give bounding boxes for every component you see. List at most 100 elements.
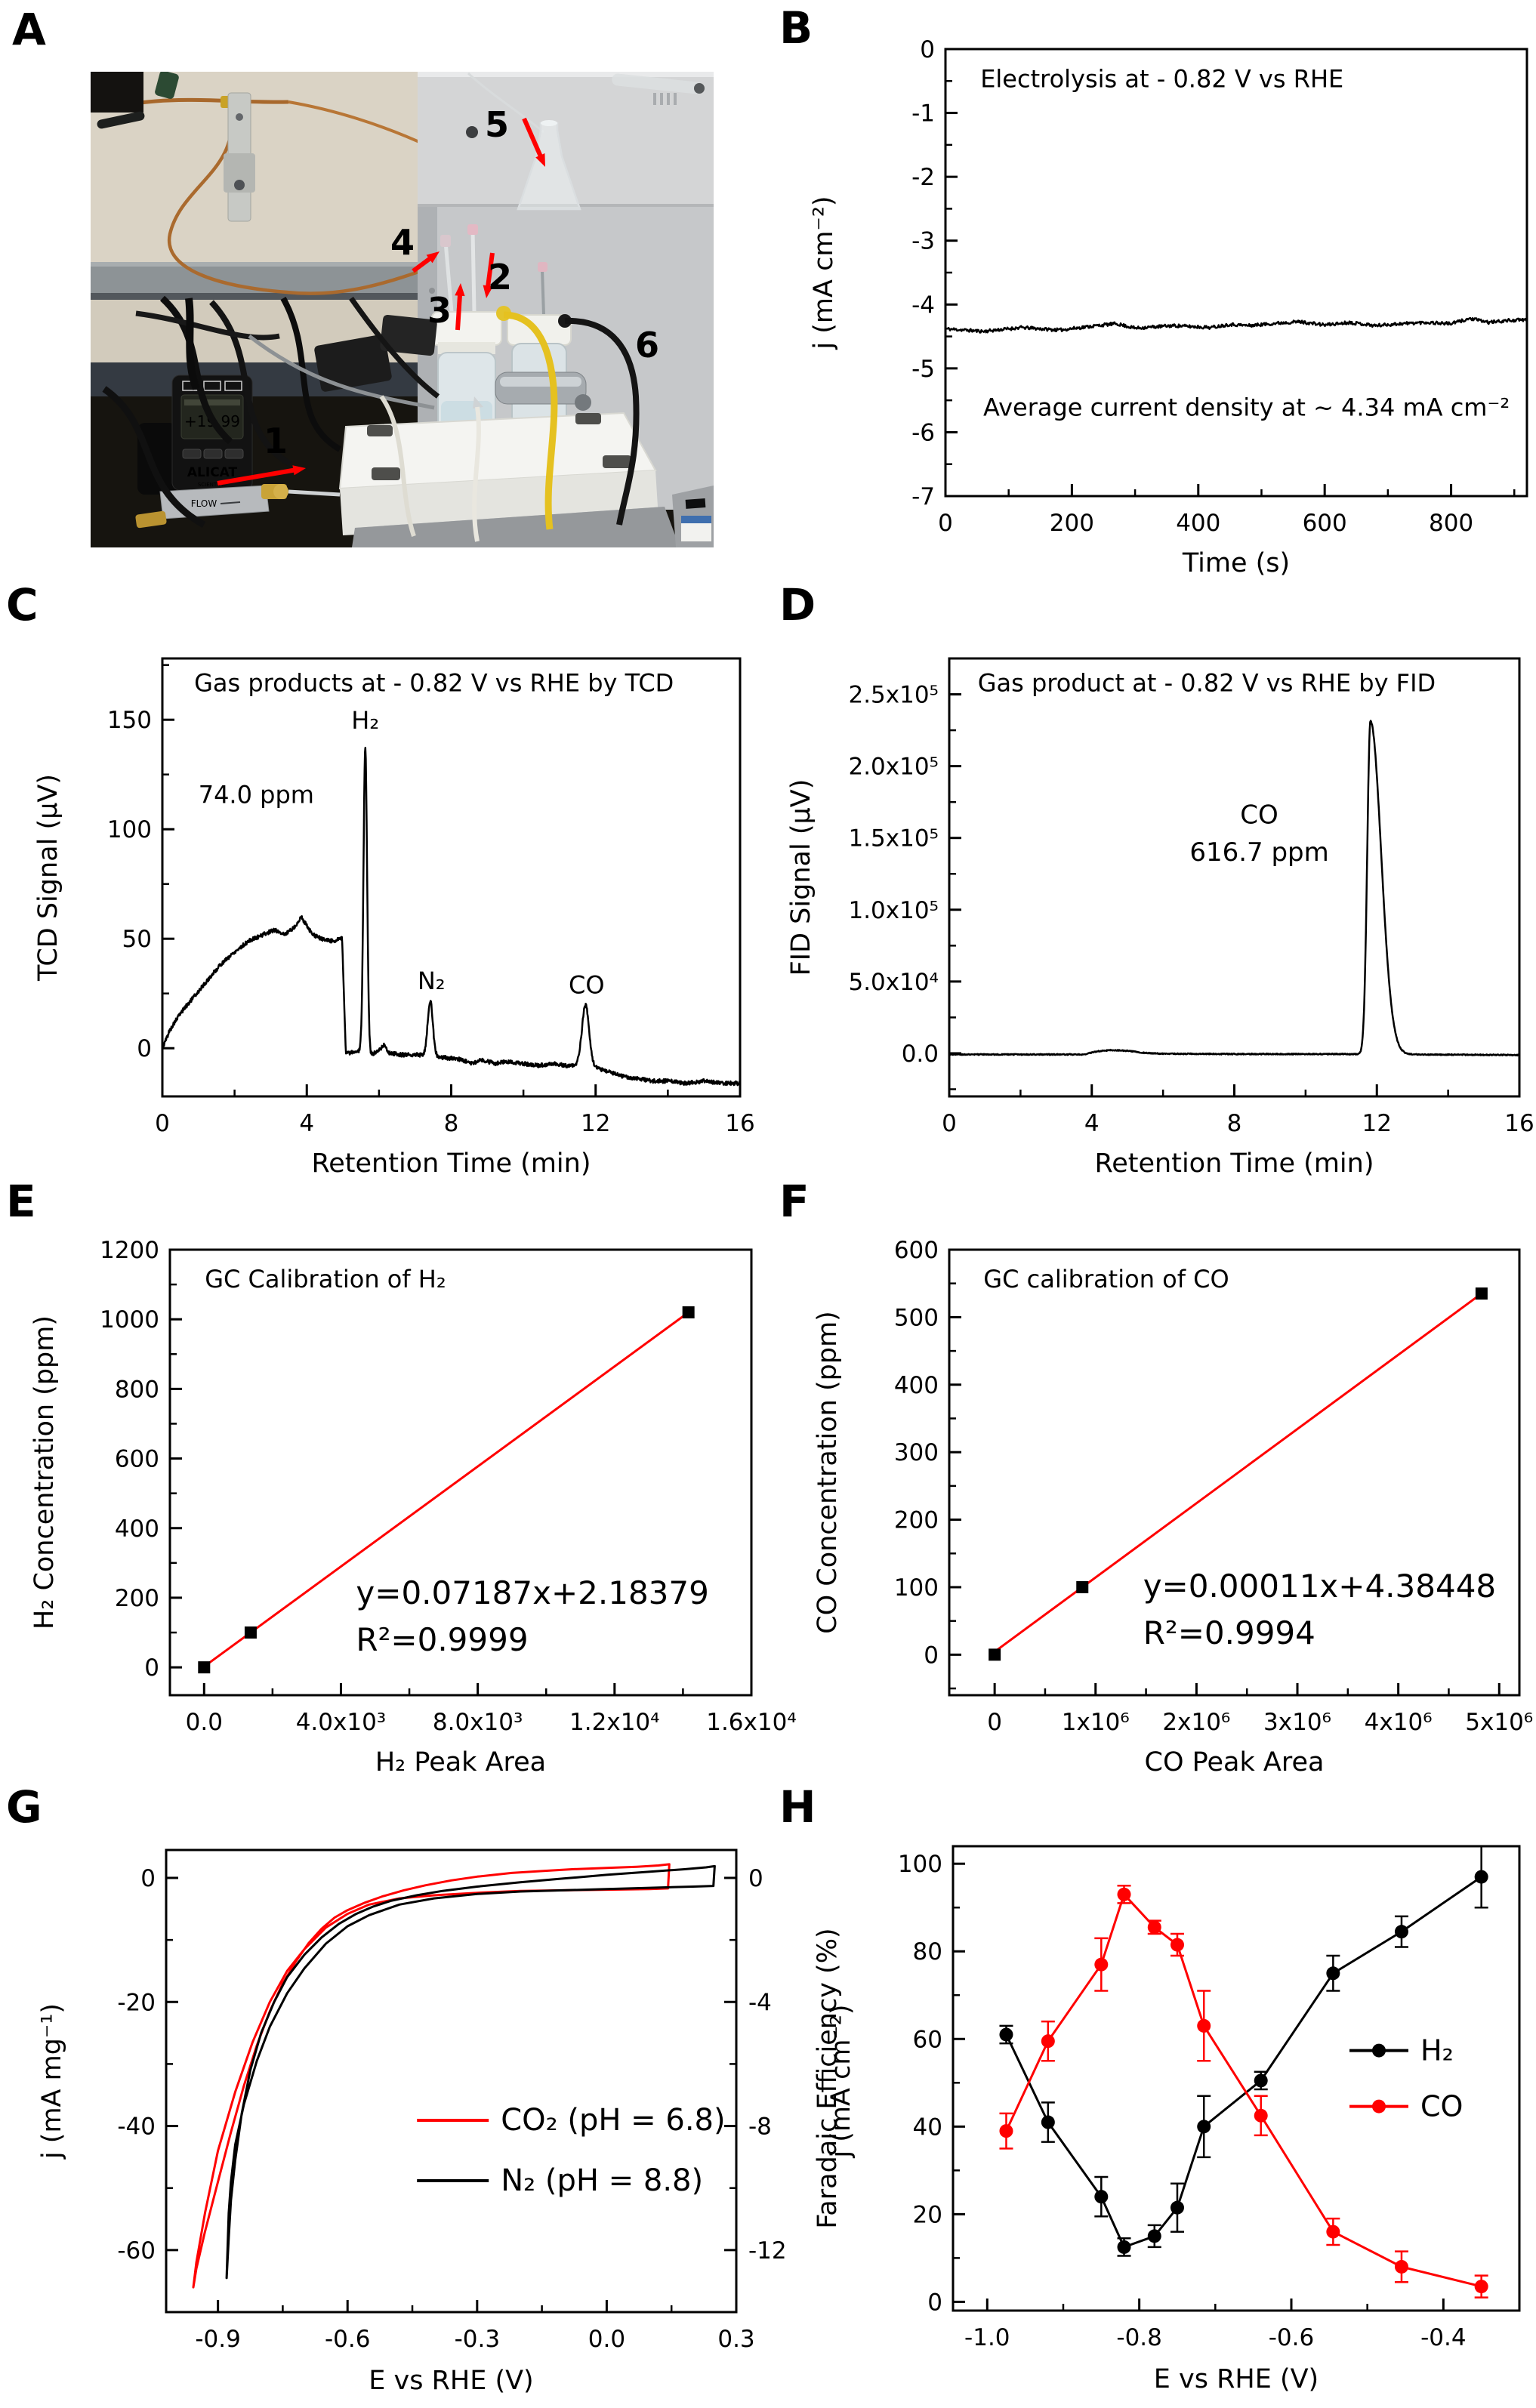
glass-tube (612, 73, 702, 94)
svg-text:Retention Time (min): Retention Time (min) (1095, 1149, 1374, 1179)
svg-text:600: 600 (115, 1446, 159, 1473)
svg-text:616.7 ppm: 616.7 ppm (1189, 837, 1328, 868)
svg-text:-5: -5 (911, 356, 935, 383)
panel-label-c: C (6, 579, 39, 631)
svg-text:2.0x10⁵: 2.0x10⁵ (848, 754, 939, 781)
panel-e: E 0.0 4.0x10³ 8.0x10³ 1.2x10⁴ 1.6x10⁴ 0 200 400… (0, 1170, 797, 1777)
clamp-knob (575, 394, 591, 411)
alligator-clip (473, 396, 483, 409)
svg-text:Electrolysis at - 0.82 V vs RH: Electrolysis at - 0.82 V vs RHE (980, 64, 1343, 93)
svg-text:200: 200 (1050, 510, 1094, 537)
svg-text:60: 60 (913, 2026, 942, 2053)
cable (209, 300, 293, 467)
svg-text:100: 100 (107, 816, 152, 843)
panel-label-h: H (779, 1781, 816, 1833)
svg-text:CO Concentration (ppm): CO Concentration (ppm) (813, 1311, 843, 1634)
svg-text:0: 0 (938, 510, 953, 537)
green-regulator-knob (155, 70, 179, 99)
svg-text:12: 12 (1362, 1110, 1392, 1137)
grey-cable (248, 335, 435, 410)
svg-text:-4: -4 (911, 291, 935, 319)
svg-text:N₂: N₂ (418, 967, 446, 995)
svg-text:40: 40 (913, 2114, 942, 2141)
svg-text:4x10⁶: 4x10⁶ (1365, 1709, 1433, 1736)
cable (102, 386, 206, 528)
svg-text:0: 0 (137, 1035, 152, 1062)
syringe-1 (443, 241, 454, 313)
wall-ledge-shadow (91, 293, 418, 300)
svg-text:400: 400 (894, 1372, 939, 1399)
panel-label-a: A (12, 4, 46, 55)
svg-text:0: 0 (987, 1709, 1002, 1736)
svg-text:0.0: 0.0 (186, 1709, 223, 1736)
svg-text:E vs RHE (V): E vs RHE (V) (369, 2366, 533, 2396)
svg-text:-3: -3 (911, 228, 935, 255)
svg-text:-12: -12 (748, 2237, 787, 2265)
svg-text:3x10⁶: 3x10⁶ (1263, 1709, 1331, 1736)
controller-key (203, 381, 221, 391)
flow-arrow (220, 501, 241, 504)
gc-vent-slot (660, 93, 663, 105)
needle-hub (538, 262, 547, 272)
chart-h2-calibration: 0.0 4.0x10³ 8.0x10³ 1.2x10⁴ 1.6x10⁴ 0 200 400 60… (29, 1237, 797, 1777)
svg-text:2: 2 (488, 257, 512, 298)
svg-text:Average current density at ~ 4: Average current density at ~ 4.34 mA cm⁻… (983, 393, 1510, 421)
svg-text:0: 0 (748, 1865, 763, 1892)
lab-setup-photo: +19.99 ALICAT SCIENTIFIC FLOW (91, 70, 714, 547)
svg-text:E vs RHE (V): E vs RHE (V) (1154, 2364, 1319, 2394)
controller-key (224, 381, 242, 391)
svg-text:4: 4 (299, 1110, 314, 1137)
svg-text:74.0 ppm: 74.0 ppm (199, 780, 314, 809)
svg-text:5: 5 (485, 104, 509, 145)
panel-f: F 0 1x10⁶ 2x10⁶ 3x10⁶ 4x10⁶ 5x10⁶ 0 100 200 300 40… (768, 1170, 1536, 1777)
svg-text:Gas product at - 0.82 V vs RHE: Gas product at - 0.82 V vs RHE by FID (978, 669, 1436, 698)
junction-box (380, 314, 437, 356)
cable (280, 297, 342, 452)
svg-text:150: 150 (107, 707, 152, 734)
svg-text:400: 400 (115, 1515, 159, 1543)
svg-text:1000: 1000 (100, 1306, 159, 1333)
svg-text:8.0x10³: 8.0x10³ (433, 1709, 523, 1736)
svg-text:1.2x10⁴: 1.2x10⁴ (569, 1709, 660, 1736)
svg-text:-0.3: -0.3 (455, 2326, 501, 2353)
white-cable (379, 395, 416, 537)
svg-text:-0.6: -0.6 (1269, 2324, 1315, 2351)
panel-h: H -1.0 -0.8 -0.6 -0.4 0 20 40 60 80 100 E vs RHE (… (768, 1774, 1536, 2408)
svg-text:8: 8 (444, 1110, 459, 1137)
flask-feed-tube (467, 72, 544, 134)
white-electrode-lead (472, 406, 481, 542)
svg-text:4.0x10³: 4.0x10³ (296, 1709, 387, 1736)
panel-label-b: B (779, 2, 813, 54)
svg-text:CO: CO (569, 971, 605, 1000)
svg-text:-0.9: -0.9 (195, 2326, 241, 2353)
syringe-1-hub (440, 235, 451, 247)
panel-a: A (0, 0, 768, 574)
svg-text:4: 4 (1084, 1110, 1100, 1137)
svg-text:5.0x10⁴: 5.0x10⁴ (848, 969, 939, 996)
svg-text:5x10⁶: 5x10⁶ (1465, 1709, 1533, 1736)
svg-text:1.0x10⁵: 1.0x10⁵ (848, 897, 939, 924)
svg-text:-60: -60 (117, 2237, 156, 2265)
gc-vent-slot (674, 93, 677, 105)
svg-text:CO₂ (pH = 6.8): CO₂ (pH = 6.8) (501, 2103, 725, 2138)
instrument-screen (685, 498, 706, 509)
syringe-2-hub (467, 224, 478, 235)
chart-cv-curves: -0.9 -0.6 -0.3 0.0 0.3 0 -20 -40 -60 0 -4 -8 -12 j (m… (37, 1848, 856, 2396)
bracket-plate (224, 153, 255, 193)
chart-fid-signal: 0 4 8 12 16 0.0 5.0x10⁴ 1.0x10⁵ 1.5x10⁵ 2.0x10⁵ 2.… (786, 657, 1534, 1179)
svg-text:4: 4 (390, 222, 415, 263)
svg-text:-0.6: -0.6 (325, 2326, 371, 2353)
svg-text:-0.8: -0.8 (1116, 2324, 1162, 2351)
controller-brand: ALICAT (187, 465, 238, 480)
svg-text:Gas products at - 0.82 V vs RH: Gas products at - 0.82 V vs RHE by TCD (194, 669, 674, 698)
svg-text:0: 0 (924, 1642, 939, 1669)
panel-b: B 0 200 400 600 800 0 -1 -2 -3 -4 -5 -6 -7 Time (s) j … (768, 0, 1536, 578)
chart-faradaic-efficiency: -1.0 -0.8 -0.6 -0.4 0 20 40 60 80 100 E vs RHE (V)… (813, 1845, 1521, 2394)
controller-button (224, 449, 244, 459)
svg-text:1x10⁶: 1x10⁶ (1062, 1709, 1130, 1736)
cell-collar-left (438, 342, 495, 354)
photo-scene: +19.99 ALICAT SCIENTIFIC FLOW (91, 70, 714, 547)
svg-text:j (mA cm⁻²): j (mA cm⁻²) (809, 196, 839, 350)
cable (159, 295, 233, 445)
gc-vent-slot (667, 93, 670, 105)
